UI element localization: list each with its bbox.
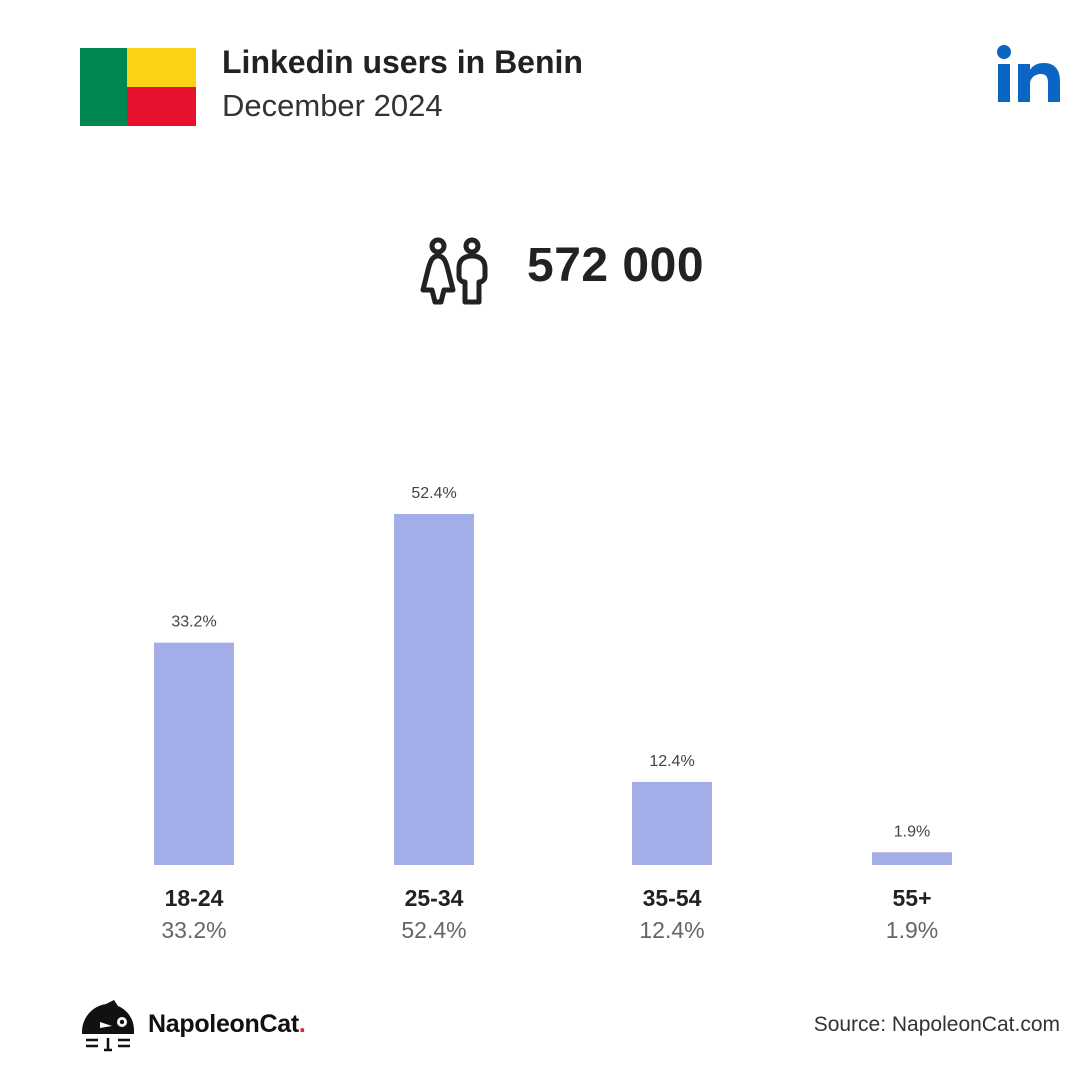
bar-18-24 [154,642,234,865]
napoleoncat-brand: NapoleonCat. [78,998,338,1054]
bar-35-54 [632,781,712,865]
bar-value-label: 52.4% [411,485,456,502]
category-percent-label: 33.2% [161,917,226,943]
category-label: 55+ [892,885,931,911]
brand-name: NapoleonCat. [148,1010,306,1039]
category-percent-label: 52.4% [401,917,466,943]
category-label: 18-24 [165,885,224,911]
category-percent-label: 1.9% [886,917,938,943]
bar-value-label: 1.9% [894,823,930,840]
flag-yellow-stripe [127,48,196,87]
bar-55+ [872,852,952,865]
category-label: 25-34 [405,885,464,911]
flag-red-stripe [127,87,196,126]
bar-25-34 [394,514,474,865]
napoleoncat-logo-icon [82,1000,134,1052]
page-title: Linkedin users in Benin [222,44,583,80]
brand-name-text: NapoleonCat [148,1010,299,1038]
bar-value-label: 12.4% [649,753,694,770]
source-credit: Source: NapoleonCat.com [813,1013,1060,1036]
linkedin-logo-icon [997,45,1060,102]
category-label: 35-54 [643,885,702,911]
people-icon [420,237,488,305]
flag-green-stripe [80,48,127,126]
brand-dot: . [298,1010,306,1038]
category-percent-label: 12.4% [639,917,704,943]
bar-value-label: 33.2% [171,614,216,631]
age-distribution-chart: 33.2% 18-24 33.2% 52.4% 25-34 52.4% 12.4% 35-54… [154,485,952,943]
page-subtitle: December 2024 [222,88,443,123]
benin-flag [80,48,196,126]
total-users-count: 572 000 [527,239,705,292]
